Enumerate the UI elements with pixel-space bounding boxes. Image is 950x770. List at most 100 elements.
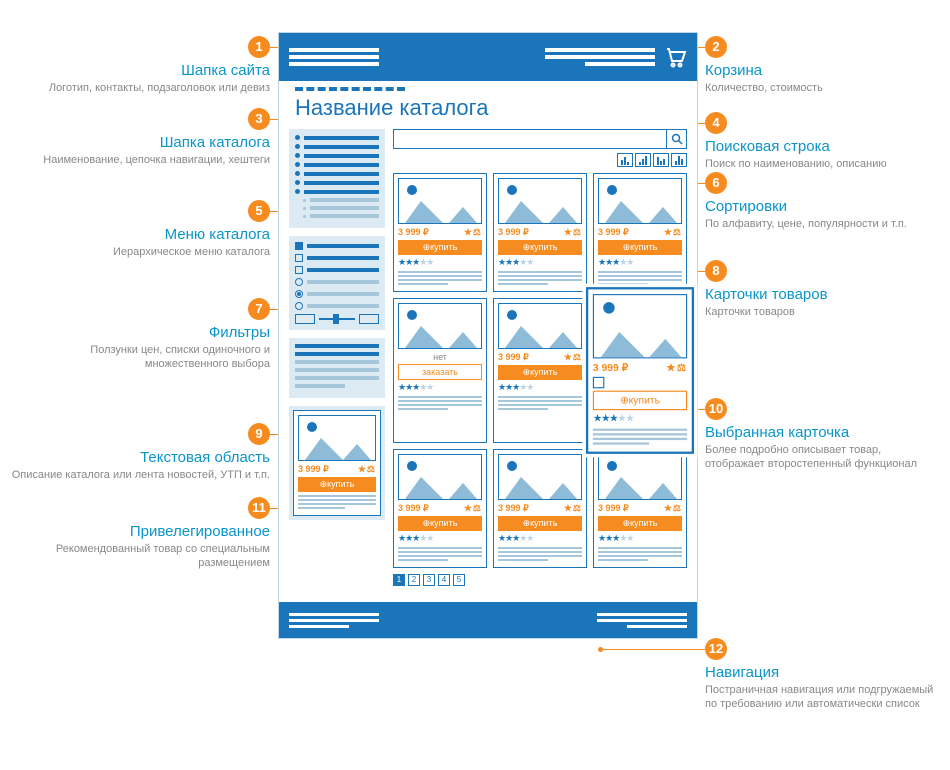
page-number[interactable]: 2 — [408, 574, 420, 586]
annotation-badge: 9 — [248, 423, 270, 445]
card-icons[interactable]: ★⚖ — [564, 352, 582, 363]
card-icons[interactable]: ★⚖ — [464, 227, 482, 238]
annotation-title: Текстовая область — [10, 449, 270, 466]
pagination[interactable]: 12345 — [393, 568, 687, 586]
annotation-badge: 2 — [705, 36, 727, 58]
annotation-title: Меню каталога — [10, 226, 270, 243]
annotation-desc: Карточки товаров — [705, 305, 940, 319]
product-card[interactable]: 3 999 ₽★⚖⊕купить★★★★★ — [593, 449, 687, 568]
annotation-badge: 4 — [705, 112, 727, 134]
product-image — [498, 178, 582, 224]
product-desc — [498, 396, 582, 410]
page-number[interactable]: 5 — [453, 574, 465, 586]
annotation-12: 12 Навигация Постраничная навигация или … — [705, 638, 940, 712]
sort-icon[interactable] — [617, 153, 633, 167]
annotation-desc: Ползунки цен, списки одиночного и множес… — [10, 343, 270, 372]
annotation-title: Шапка каталога — [10, 134, 270, 151]
buy-button[interactable]: ⊕купить — [398, 240, 482, 255]
annotation-desc: Логотип, контакты, подзаголовок или деви… — [10, 81, 270, 95]
rating-stars: ★★★★★ — [593, 412, 687, 425]
product-desc — [598, 547, 682, 561]
card-icons[interactable]: ★⚖ — [564, 503, 582, 514]
rating-stars: ★★★★★ — [398, 382, 482, 393]
product-card[interactable]: 3 999 ₽★⚖⊕купить★★★★★ — [493, 298, 587, 443]
annotation-desc: Наименование, цепочка навигации, хештеги — [10, 153, 270, 167]
order-button[interactable]: заказать — [398, 364, 482, 380]
product-image — [598, 454, 682, 500]
featured-product[interactable]: 3 999 ₽★⚖ ⊕купить — [289, 406, 385, 520]
annotation-8: 8 Карточки товаров Карточки товаров — [705, 260, 940, 319]
card-icons[interactable]: ★⚖ — [664, 227, 682, 238]
rating-stars: ★★★★★ — [598, 257, 682, 268]
rating-stars: ★★★★★ — [398, 257, 482, 268]
card-icons[interactable]: ★⚖ — [464, 503, 482, 514]
card-icons[interactable]: ★⚖ — [664, 503, 682, 514]
annotation-9: 9 Текстовая область Описание каталога ил… — [10, 423, 270, 482]
product-card[interactable]: 3 999 ₽ ★⚖ ⊕купить ★★★★★ — [393, 173, 487, 292]
annotation-desc: Описание каталога или лента новостей, УТ… — [10, 468, 270, 482]
search-input[interactable] — [394, 130, 666, 148]
buy-button[interactable]: ⊕купить — [598, 240, 682, 255]
product-image — [593, 294, 687, 358]
price-label: 3 999 ₽ — [398, 227, 429, 238]
buy-button[interactable]: ⊕купить — [498, 240, 582, 255]
annotation-title: Карточки товаров — [705, 286, 940, 303]
breadcrumb — [279, 81, 697, 93]
rating-stars: ★★★★★ — [498, 257, 582, 268]
buy-button[interactable]: ⊕купить — [398, 516, 482, 531]
rating-stars: ★★★★★ — [498, 533, 582, 544]
annotation-title: Выбранная карточка — [705, 424, 940, 441]
buy-button[interactable]: ⊕купить — [593, 391, 687, 411]
product-desc — [398, 547, 482, 561]
annotation-badge: 1 — [248, 36, 270, 58]
cart-icon[interactable] — [663, 45, 687, 69]
product-desc — [498, 271, 582, 285]
catalog-menu[interactable] — [289, 129, 385, 228]
annotation-desc: Более подробно описывает товар, отобража… — [705, 443, 940, 472]
product-desc — [593, 429, 687, 445]
filters[interactable] — [289, 236, 385, 330]
sort-controls[interactable] — [393, 153, 687, 167]
annotation-11: 11 Привелегированное Рекомендованный тов… — [10, 497, 270, 571]
price-label: 3 999 ₽ — [398, 503, 429, 514]
annotation-10: 10 Выбранная карточка Более подробно опи… — [705, 398, 940, 472]
annotation-badge: 5 — [248, 200, 270, 222]
product-card-selected[interactable]: 3 999 ₽★⚖⊕купить★★★★★ — [586, 287, 694, 454]
catalog-wireframe: Название каталога — [278, 32, 698, 639]
annotation-title: Фильтры — [10, 324, 270, 341]
availability-label: нет — [398, 352, 482, 362]
price-label: 3 999 ₽ — [598, 227, 629, 238]
product-card[interactable]: 3 999 ₽ ★⚖ ⊕купить ★★★★★ — [393, 449, 487, 568]
product-card[interactable]: 3 999 ₽ ★⚖ ⊕купить ★★★★★ — [493, 173, 587, 292]
product-desc — [398, 271, 482, 285]
card-icons[interactable]: ★⚖ — [564, 227, 582, 238]
buy-button[interactable]: ⊕купить — [498, 365, 582, 380]
product-card[interactable]: 3 999 ₽ ★⚖ ⊕купить ★★★★★ — [493, 449, 587, 568]
buy-button[interactable]: ⊕купить — [498, 516, 582, 531]
card-icons[interactable]: ★⚖ — [666, 362, 687, 375]
rating-stars: ★★★★★ — [398, 533, 482, 544]
search-bar[interactable] — [393, 129, 687, 149]
sort-icon[interactable] — [635, 153, 651, 167]
product-card[interactable]: 3 999 ₽ ★⚖ ⊕купить ★★★★★ — [593, 173, 687, 292]
annotation-5: 5 Меню каталога Иерархическое меню катал… — [10, 200, 270, 259]
page-number[interactable]: 1 — [393, 574, 405, 586]
sort-icon[interactable] — [671, 153, 687, 167]
sort-icon[interactable] — [653, 153, 669, 167]
annotation-desc: Количество, стоимость — [705, 81, 940, 95]
page-number[interactable]: 4 — [438, 574, 450, 586]
price-label: 3 999 ₽ — [498, 227, 529, 238]
buy-button[interactable]: ⊕купить — [298, 477, 376, 492]
search-icon[interactable] — [666, 130, 686, 148]
page-number[interactable]: 3 — [423, 574, 435, 586]
product-image — [498, 303, 582, 349]
variant-selector[interactable] — [593, 377, 687, 389]
annotation-6: 6 Сортировки По алфавиту, цене, популярн… — [705, 172, 940, 231]
price-label: 3 999 ₽ — [498, 503, 529, 514]
buy-button[interactable]: ⊕купить — [598, 516, 682, 531]
annotation-desc: Иерархическое меню каталога — [10, 245, 270, 259]
product-grid: 3 999 ₽★⚖⊕купить★★★★★3 999 ₽★⚖⊕купить★★★… — [393, 173, 687, 568]
product-desc — [598, 271, 682, 285]
product-card[interactable]: нет заказать ★★★★★ — [393, 298, 487, 443]
rating-stars: ★★★★★ — [598, 533, 682, 544]
